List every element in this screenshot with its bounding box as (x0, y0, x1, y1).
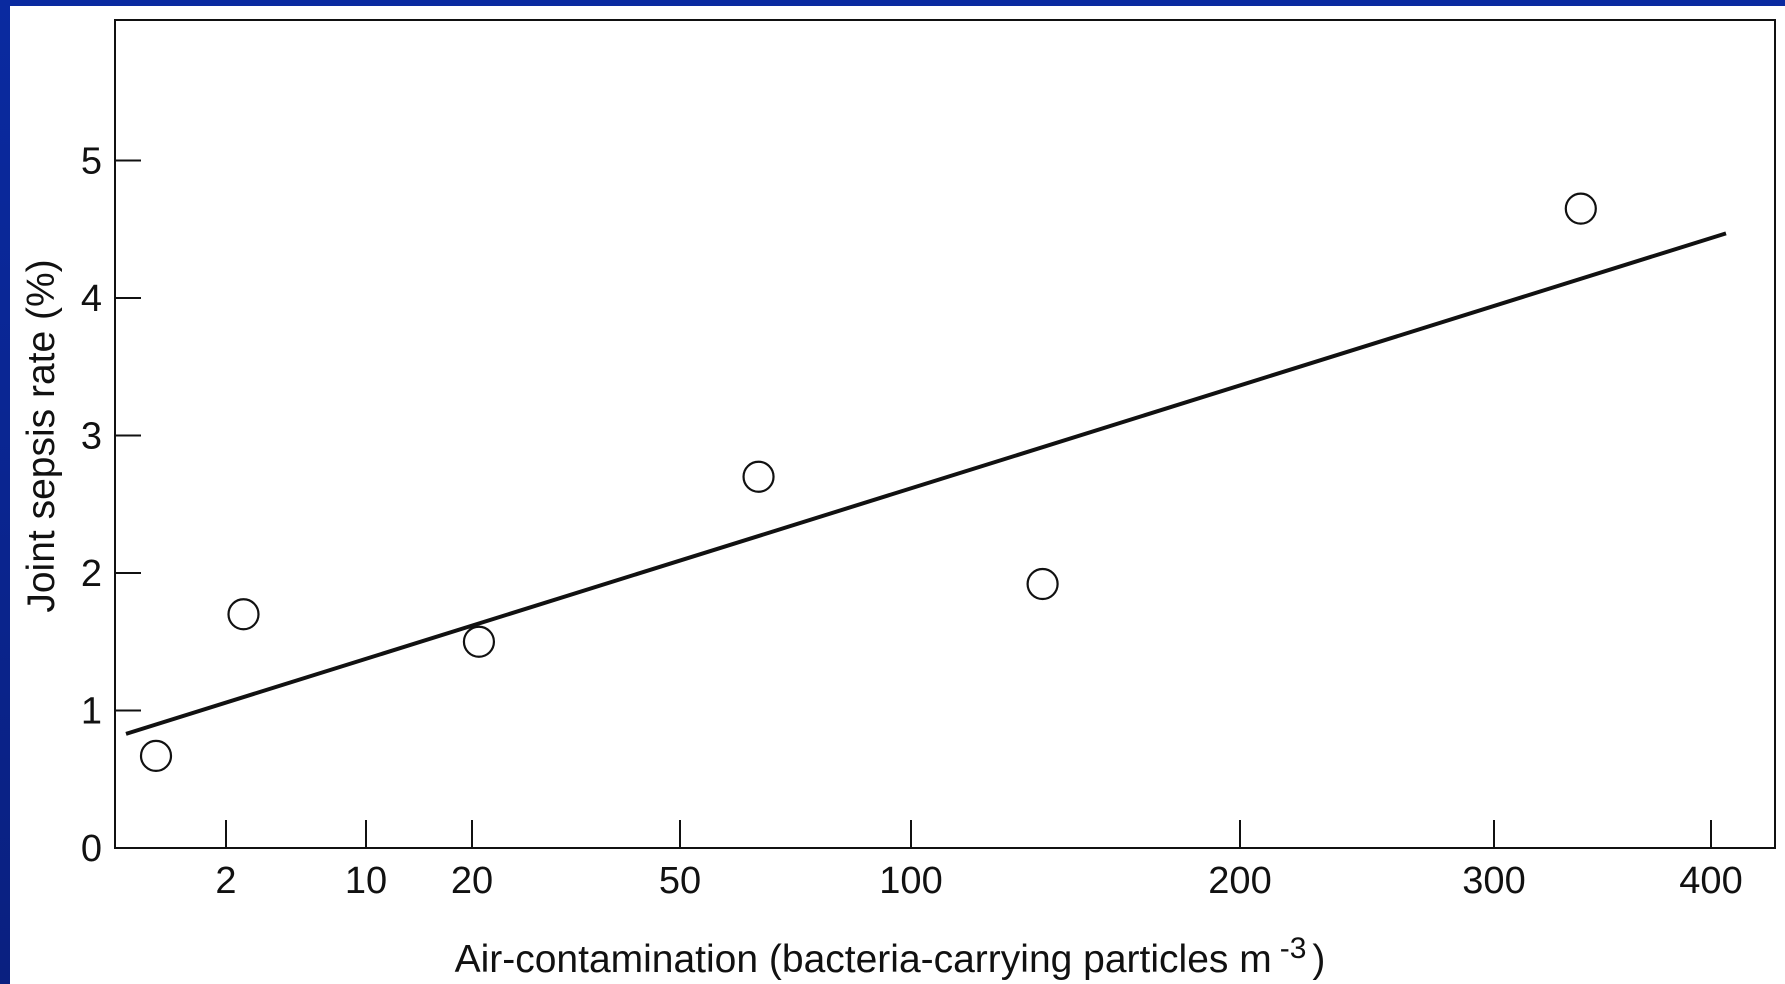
trend-line-group (125, 231, 1727, 736)
data-point (1564, 192, 1597, 225)
x-axis-title-main: Air-contamination (bacteria-carrying par… (455, 938, 1272, 981)
x-axis-title-superscript: -3 (1280, 932, 1307, 965)
data-point (227, 598, 260, 631)
x-tick-label: 2 (215, 860, 236, 902)
chart-frame: 0 1 2 3 4 5 2 10 20 50 100 200 300 400 Joint sepsis … (10, 6, 1785, 984)
x-tick-label: 300 (1462, 860, 1525, 902)
data-point (1026, 567, 1059, 601)
scatter-chart: 0 1 2 3 4 5 2 10 20 50 100 200 300 400 Joint sepsis … (20, 19, 1776, 981)
y-axis-ticks: 0 1 2 3 4 5 (81, 141, 141, 870)
y-tick-label: 0 (81, 828, 102, 870)
x-tick-label: 20 (451, 860, 493, 902)
axes (114, 19, 1776, 849)
y-axis-title: Joint sepsis rate (%) (20, 259, 63, 612)
data-point (139, 739, 173, 772)
trend-line (125, 231, 1727, 736)
y-tick-label: 1 (81, 691, 102, 733)
x-tick-label: 10 (345, 860, 387, 902)
x-tick-label: 200 (1208, 860, 1271, 902)
y-tick-label: 2 (81, 553, 102, 595)
y-tick-label: 3 (81, 416, 102, 458)
x-tick-label: 100 (879, 860, 942, 902)
plot-area-border (114, 19, 1776, 849)
data-point (742, 460, 775, 493)
x-axis-title-suffix: ) (1312, 938, 1325, 981)
y-tick-label: 5 (81, 141, 102, 183)
x-axis-ticks: 2 10 20 50 100 200 300 400 (215, 820, 1743, 902)
x-axis-title: Air-contamination (bacteria-carrying par… (455, 932, 1326, 981)
y-tick-label: 4 (81, 278, 102, 320)
data-points (139, 192, 1597, 772)
data-point (462, 625, 496, 658)
x-tick-label: 50 (659, 860, 701, 902)
x-tick-label: 400 (1679, 860, 1742, 902)
